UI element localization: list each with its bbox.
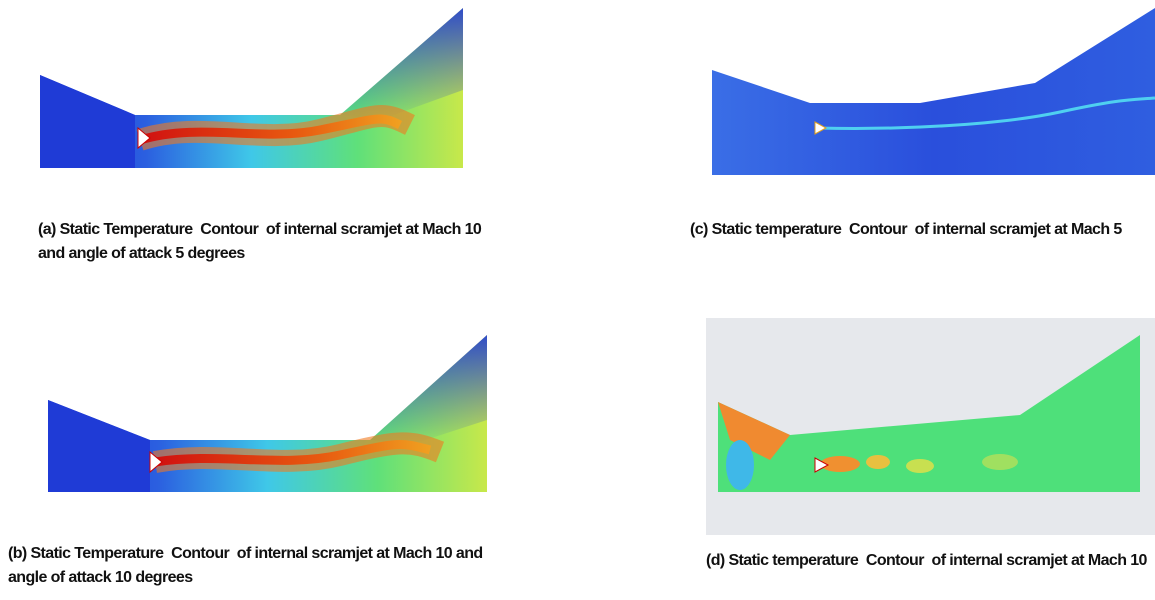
figure-page: (a) Static Temperature Contour of intern… — [0, 0, 1155, 600]
caption: (d) Static temperature Contour of intern… — [706, 549, 1151, 573]
caption: (a) Static Temperature Contour of intern… — [38, 218, 493, 266]
contour-d — [706, 318, 1155, 535]
contour-a — [40, 8, 463, 168]
contour-b — [48, 335, 487, 492]
caption: (c) Static temperature Contour of intern… — [690, 218, 1145, 242]
contour-figures — [0, 0, 1155, 600]
caption: (b) Static Temperature Contour of intern… — [8, 542, 498, 590]
contour-c — [712, 8, 1155, 175]
